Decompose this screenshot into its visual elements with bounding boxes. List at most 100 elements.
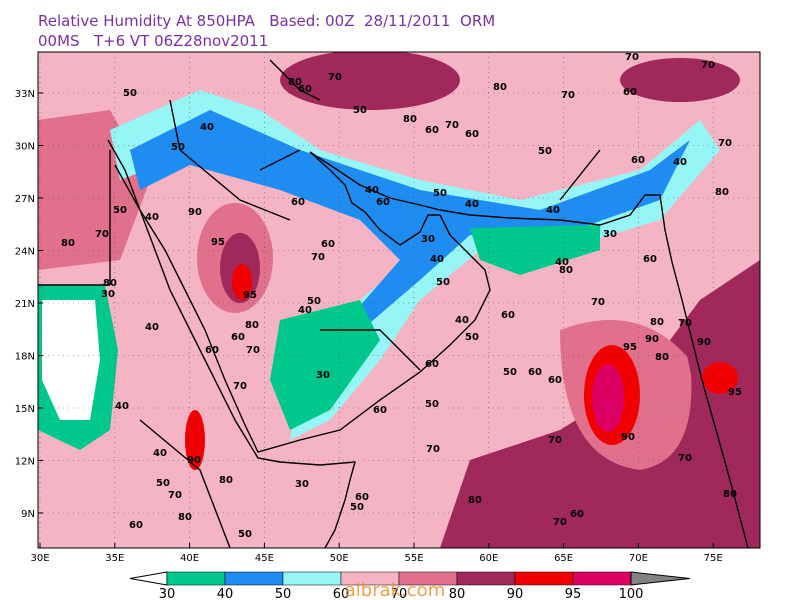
contour-label: 60 [298, 84, 312, 95]
contour-label: 80 [468, 495, 482, 506]
colorbar-swatch [282, 571, 342, 586]
contour-label: 80 [288, 77, 302, 88]
contour-label: 95 [211, 237, 225, 248]
field-area [702, 362, 738, 394]
map-frame [37, 51, 761, 549]
contour-label: 40 [200, 122, 214, 133]
contour-label: 80 [655, 352, 669, 363]
contour-label: 40 [115, 401, 129, 412]
contour-label: 50 [307, 296, 321, 307]
contour-label: 60 [631, 155, 645, 166]
contour-label: 50 [353, 105, 367, 116]
contour-label: 70 [678, 318, 692, 329]
colorbar-label: 30 [159, 587, 176, 600]
coastlines [38, 59, 749, 548]
contour-label: 60 [376, 197, 390, 208]
contour-label: 50 [465, 332, 479, 343]
field-area [592, 364, 624, 432]
contour-label: 40 [153, 448, 167, 459]
contour-label: 70 [233, 381, 247, 392]
field-area [270, 300, 380, 430]
contour-label: 60 [643, 254, 657, 265]
contour-label: 70 [718, 138, 732, 149]
colorbar-label: 90 [507, 587, 524, 600]
contour-label: 90 [621, 432, 635, 443]
contour-label: 95 [728, 387, 742, 398]
contour-label: 40 [298, 305, 312, 316]
contour-label: 50 [433, 188, 447, 199]
contour-label: 90 [645, 334, 659, 345]
lon-label: 50E [330, 553, 349, 564]
colorbar-swatch [166, 571, 226, 586]
lat-label: 21N [15, 299, 35, 310]
contour-label: 90 [697, 337, 711, 348]
contour-label: 70 [553, 517, 567, 528]
field-area [470, 225, 600, 275]
contour-label: 50 [503, 367, 517, 378]
contour-label: 60 [528, 367, 542, 378]
contour-label: 40 [555, 257, 569, 268]
contour-label: 50 [113, 205, 127, 216]
contour-label: 60 [465, 129, 479, 140]
contour-label: 40 [546, 205, 560, 216]
contour-label: 30 [421, 234, 435, 245]
colorbar-swatch [572, 571, 632, 586]
lon-label: 70E [629, 553, 648, 564]
contour-label: 50 [350, 502, 364, 513]
contour-label: 30 [101, 289, 115, 300]
field-area [42, 300, 100, 420]
contour-label: 40 [145, 212, 159, 223]
contour-label: 80 [178, 512, 192, 523]
colorbar: 30 40 50 60 70 80 90 95 100 [129, 571, 691, 600]
contour-label: 50 [425, 399, 439, 410]
contour-label: 60 [425, 359, 439, 370]
contour-label: 70 [591, 297, 605, 308]
contour-label: 80 [559, 265, 573, 276]
contour-label: 95 [623, 342, 637, 353]
contour-label: 70 [625, 52, 639, 63]
lon-label: 40E [180, 553, 199, 564]
watermark: albrak.com [345, 580, 445, 600]
colorbar-label: 100 [619, 587, 644, 600]
contour-label: 80 [723, 489, 737, 500]
contour-label: 30 [316, 370, 330, 381]
field-area [620, 58, 740, 102]
contour-label: 60 [373, 405, 387, 416]
lat-label: 33N [15, 89, 35, 100]
contour-label: 80 [493, 82, 507, 93]
colorbar-label: 50 [275, 587, 292, 600]
contour-label: 70 [445, 120, 459, 131]
field-area [185, 410, 205, 470]
contour-label: 80 [650, 317, 664, 328]
contour-label: 70 [246, 345, 260, 356]
field-area [280, 52, 460, 110]
colorbar-swatch [456, 571, 516, 586]
contour-label: 70 [548, 435, 562, 446]
contour-label: 50 [238, 529, 252, 540]
contour-label: 40 [465, 199, 479, 210]
title: Relative Humidity At 850HPA Based: 00Z 2… [38, 12, 495, 30]
contour-label: 80 [715, 187, 729, 198]
contour-label: 50 [123, 88, 137, 99]
contour-label: 30 [603, 229, 617, 240]
contour-label: 60 [291, 197, 305, 208]
colorbar-label: 40 [217, 587, 234, 600]
contour-label: 40 [365, 185, 379, 196]
colorbar-cap [129, 571, 168, 586]
contour-label: 60 [321, 239, 335, 250]
contour-label: 60 [129, 520, 143, 531]
contour-label: 80 [103, 278, 117, 289]
contour-label: 40 [673, 157, 687, 168]
grid: 30E 35E 40E 45E 50E 55E 60E 65E 70E 75E 33N 30N 27N 2… [15, 52, 760, 564]
contour-label: 70 [168, 490, 182, 501]
colorbar-label: 60 [333, 587, 350, 600]
contour-label: 80 [219, 475, 233, 486]
lon-label: 55E [404, 553, 423, 564]
contour-label: 50 [171, 142, 185, 153]
contour-label: 90 [187, 455, 201, 466]
lon-label: 60E [479, 553, 498, 564]
contour-label: 60 [623, 87, 637, 98]
contour-label: 70 [701, 60, 715, 71]
lat-label: 24N [15, 247, 35, 258]
colorbar-swatch [224, 571, 284, 586]
